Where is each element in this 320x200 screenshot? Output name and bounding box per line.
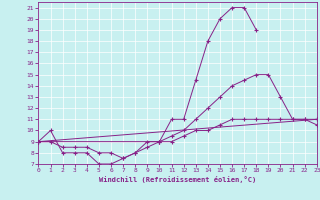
X-axis label: Windchill (Refroidissement éolien,°C): Windchill (Refroidissement éolien,°C) [99,176,256,183]
